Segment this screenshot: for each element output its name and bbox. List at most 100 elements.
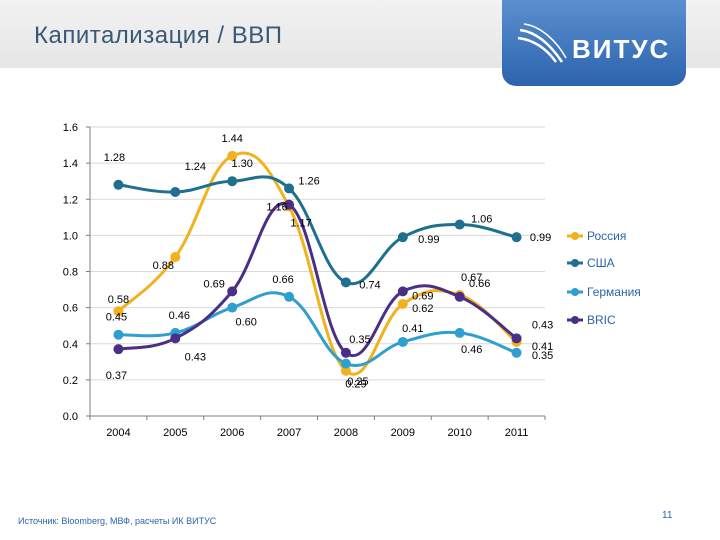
data-point — [511, 347, 522, 358]
data-label: 1.30 — [231, 158, 252, 170]
data-label: 1.44 — [221, 133, 242, 145]
x-tick-label: 2004 — [106, 427, 130, 439]
data-label: 1.24 — [185, 161, 206, 173]
y-tick-label: 0.4 — [63, 339, 78, 351]
x-tick-label: 2009 — [391, 427, 415, 439]
data-point — [340, 347, 351, 358]
chart-axes: 0.0 0.2 0.4 0.6 0.8 1.0 1.2 1.4 1.6 2004 2005 2006 2… — [63, 122, 546, 439]
y-tick-label: 1.6 — [63, 122, 78, 134]
data-label: 0.58 — [108, 294, 129, 306]
data-point — [397, 232, 408, 243]
data-point — [397, 286, 408, 297]
legend-swatch-marker — [571, 288, 579, 296]
page-title: Капитализация / ВВП — [34, 22, 283, 49]
data-point — [284, 199, 295, 210]
series-line-3 — [116, 291, 519, 367]
legend-swatch-marker — [571, 232, 579, 240]
x-tick-label: 2008 — [334, 427, 358, 439]
data-point — [284, 291, 295, 302]
series-line-4 — [116, 201, 519, 357]
legend-swatch-marker — [571, 316, 579, 324]
data-label: 1.28 — [104, 152, 125, 164]
y-tick-label: 1.4 — [63, 158, 78, 170]
legend-label: Россия — [587, 229, 626, 243]
data-point — [340, 277, 351, 288]
data-point — [113, 329, 124, 340]
data-point — [227, 286, 238, 297]
data-label: 0.74 — [359, 279, 380, 291]
x-tick-label: 2010 — [447, 427, 471, 439]
legend-label: Германия — [587, 285, 641, 299]
data-point — [511, 232, 522, 243]
data-label: 0.60 — [235, 317, 256, 329]
data-point — [170, 252, 181, 263]
logo: ВИТУС — [502, 0, 686, 86]
data-point — [113, 179, 124, 190]
data-point — [397, 336, 408, 347]
data-point — [454, 219, 465, 230]
data-point — [340, 365, 351, 376]
data-point — [227, 176, 238, 187]
legend-label: BRIC — [587, 313, 616, 327]
data-point — [397, 299, 408, 310]
data-point — [340, 358, 351, 369]
data-label: 0.66 — [272, 274, 293, 286]
data-point — [113, 344, 124, 355]
page-number: 11 — [662, 510, 673, 521]
data-label: 1.16 — [266, 201, 287, 213]
data-label: 0.35 — [532, 350, 553, 362]
data-point — [170, 187, 181, 198]
data-label: 0.69 — [412, 290, 433, 302]
data-label: 0.62 — [412, 303, 433, 315]
data-label: 0.99 — [418, 234, 439, 246]
y-tick-label: 0.0 — [63, 411, 78, 423]
chart-lines — [113, 150, 522, 376]
data-point — [170, 333, 181, 344]
data-label: 0.69 — [203, 278, 224, 290]
legend-label: США — [587, 256, 615, 270]
data-label: 0.45 — [106, 312, 127, 324]
data-label: 0.43 — [185, 351, 206, 363]
logo-text: ВИТУС — [572, 34, 671, 64]
series-line-1 — [116, 151, 519, 376]
data-label: 0.41 — [402, 323, 423, 335]
data-label: 0.29 — [345, 379, 366, 391]
data-label: 1.06 — [471, 214, 492, 226]
legend-swatch-marker — [571, 259, 579, 267]
chart-grid — [90, 126, 545, 417]
series-line-2 — [116, 175, 519, 286]
data-point — [113, 306, 124, 317]
y-tick-label: 1.2 — [63, 194, 78, 206]
data-label: 0.99 — [530, 232, 551, 244]
data-point — [511, 333, 522, 344]
data-label: 1.26 — [298, 175, 319, 187]
data-point — [454, 327, 465, 338]
data-label: 0.88 — [153, 260, 174, 272]
data-point — [227, 150, 238, 161]
x-tick-label: 2007 — [277, 427, 301, 439]
logo-swoosh-icon — [517, 23, 567, 63]
data-label: 0.41 — [532, 341, 553, 353]
data-label: 0.43 — [532, 319, 553, 331]
data-point — [284, 183, 295, 194]
source-note: Источник: Bloomberg, МВФ, расчеты ИК ВИТ… — [18, 516, 217, 526]
data-label: 0.37 — [106, 370, 127, 382]
data-label: 0.66 — [469, 278, 490, 290]
x-tick-label: 2005 — [163, 427, 187, 439]
y-tick-label: 1.0 — [63, 230, 78, 242]
y-tick-label: 0.6 — [63, 303, 78, 315]
data-label: 0.35 — [349, 334, 370, 346]
x-tick-label: 2006 — [220, 427, 244, 439]
data-point — [454, 291, 465, 302]
data-label: 0.25 — [347, 376, 368, 388]
data-label: 0.67 — [461, 272, 482, 284]
y-tick-label: 0.8 — [63, 267, 78, 279]
data-label: 0.46 — [169, 310, 190, 322]
data-label: 1.17 — [290, 218, 311, 230]
data-label: 0.46 — [461, 344, 482, 356]
y-tick-label: 0.2 — [63, 375, 78, 387]
data-point — [227, 302, 238, 313]
x-tick-label: 2011 — [505, 427, 529, 439]
chart-legend: Россия США Германия BRIC — [567, 229, 641, 327]
